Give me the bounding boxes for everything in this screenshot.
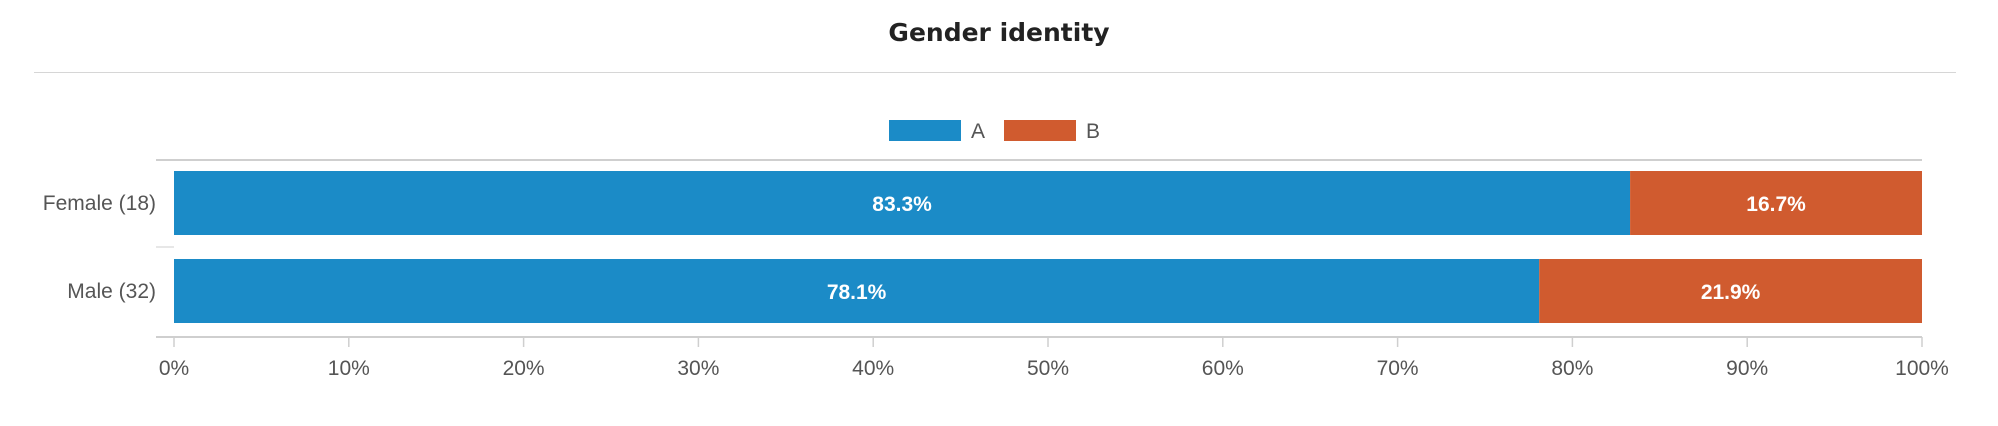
x-tick-label: 90% <box>1726 357 1768 380</box>
x-tick-label: 30% <box>677 357 719 380</box>
title-divider <box>34 72 1956 73</box>
legend-label-b[interactable]: B <box>1086 120 1100 143</box>
x-tick-label: 80% <box>1551 357 1593 380</box>
x-axis-ticks: 0% 10% 20% 30% 40% 50% 60% 70% 80% 90% 100% <box>159 337 1949 380</box>
category-label: Male (32) <box>67 280 156 303</box>
bars: 83.3% 16.7% 78.1% 21.9% <box>174 171 1922 323</box>
data-label: 21.9% <box>1701 281 1761 304</box>
legend-swatch-a[interactable] <box>889 120 961 141</box>
axes <box>156 159 1922 338</box>
data-label: 78.1% <box>827 281 887 304</box>
data-label: 16.7% <box>1746 193 1806 216</box>
category-label: Female (18) <box>43 192 156 215</box>
bar-segment-b <box>1630 171 1922 235</box>
data-label: 83.3% <box>872 193 932 216</box>
x-tick-label: 40% <box>852 357 894 380</box>
bar-segment-b <box>1539 259 1922 323</box>
x-tick-label: 60% <box>1202 357 1244 380</box>
x-tick-label: 10% <box>328 357 370 380</box>
bar-segment-a <box>174 259 1540 323</box>
category-labels: Female (18) Male (32) <box>43 192 156 303</box>
x-tick-label: 70% <box>1377 357 1419 380</box>
legend-swatch-b[interactable] <box>1004 120 1076 141</box>
x-tick-label: 20% <box>503 357 545 380</box>
x-tick-label: 50% <box>1027 357 1069 380</box>
x-tick-label: 0% <box>159 357 189 380</box>
chart-title: Gender identity <box>888 18 1110 47</box>
x-tick-label: 100% <box>1895 357 1949 380</box>
legend-label-a[interactable]: A <box>971 120 985 143</box>
bar-segment-a <box>174 171 1631 235</box>
